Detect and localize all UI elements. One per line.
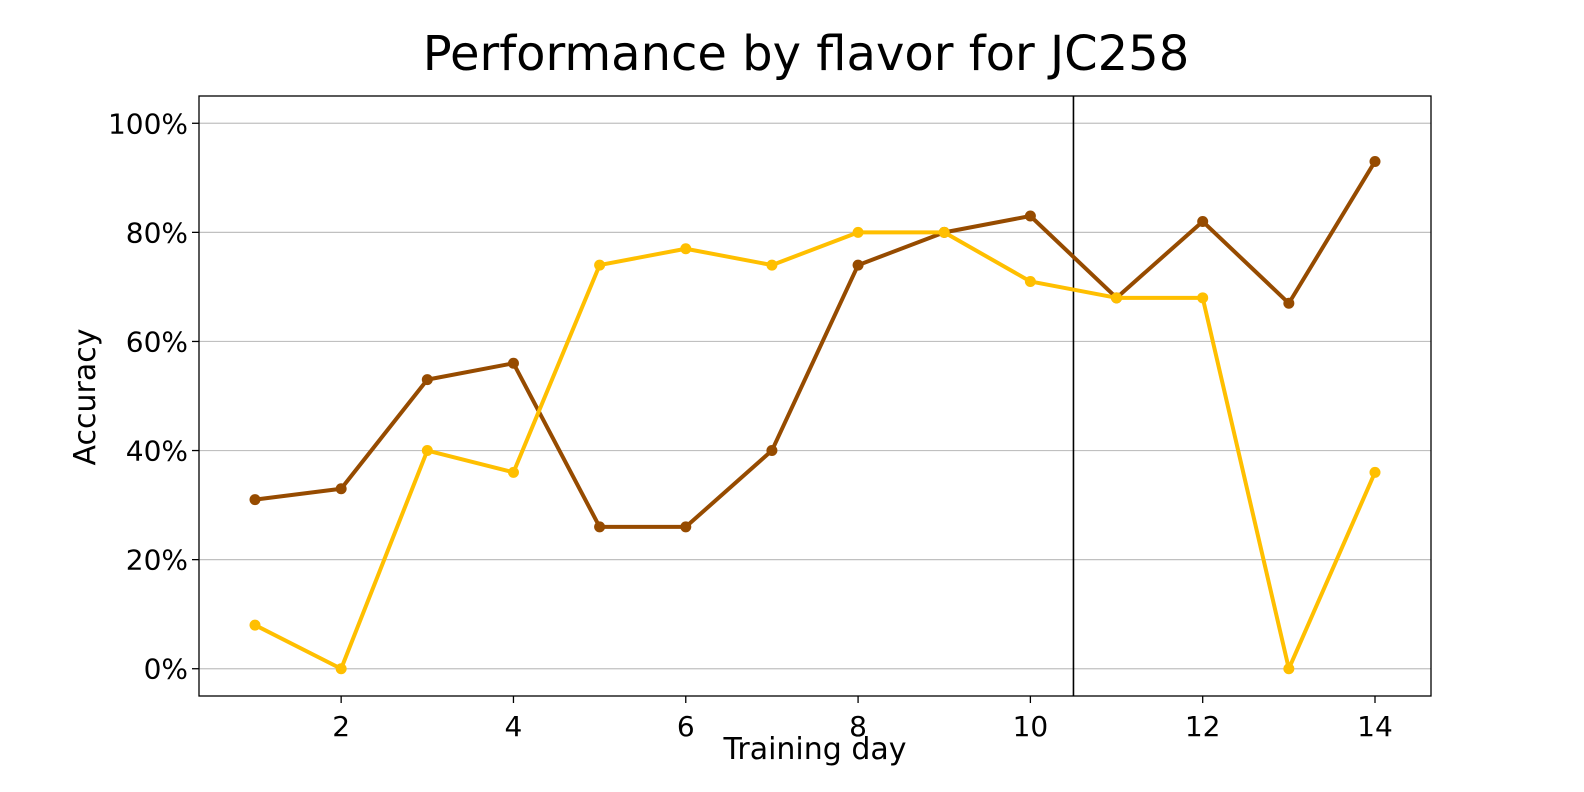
x-tick-label: 2 <box>332 710 350 743</box>
x-tick-label: 6 <box>677 710 695 743</box>
series-2-point <box>1111 292 1123 304</box>
series-2-point <box>507 466 519 478</box>
series-2-point <box>1283 663 1295 675</box>
series-1-point <box>1369 155 1381 167</box>
series-1-point <box>766 445 778 457</box>
series-group <box>249 155 1381 675</box>
series-1-point <box>335 483 347 495</box>
y-tick-label: 60% <box>126 325 188 358</box>
x-tick-label: 8 <box>849 710 867 743</box>
series-line-2 <box>253 230 1377 671</box>
series-2-point <box>680 243 692 255</box>
y-tick-label: 40% <box>126 435 188 468</box>
series-2-point <box>1369 466 1381 478</box>
series-1-point <box>1197 215 1209 227</box>
plot-frame <box>198 95 1432 697</box>
series-2-point <box>1024 275 1036 287</box>
x-axis-title: Training day <box>722 732 906 767</box>
x-tick-label: 12 <box>1185 710 1221 743</box>
series-1-point <box>680 521 692 533</box>
series-2-point <box>938 226 950 238</box>
y-tick-label: 0% <box>144 653 188 686</box>
y-tick-label: 20% <box>126 544 188 577</box>
series-2-point <box>852 226 864 238</box>
series-2-point <box>1197 292 1209 304</box>
x-axis-ticks: 2 4 6 8 10 12 14 <box>332 696 1393 743</box>
series-2-point <box>766 259 778 271</box>
x-tick-label: 10 <box>1013 710 1049 743</box>
y-axis-ticks: 0% 20% 40% 60% 80% 100% <box>108 107 199 686</box>
y-tick-label: 100% <box>108 107 188 140</box>
chart-title: Performance by flavor for JC258 <box>423 26 1190 82</box>
series-1-point <box>507 357 519 369</box>
series-2-point <box>249 619 261 631</box>
gridlines <box>199 122 1431 670</box>
series-1-point <box>1283 297 1295 309</box>
x-tick-label: 14 <box>1357 710 1393 743</box>
series-2-point <box>335 663 347 675</box>
series-2-point <box>594 259 606 271</box>
series-1-point <box>594 521 606 533</box>
x-tick-label: 4 <box>505 710 523 743</box>
y-tick-label: 80% <box>126 216 188 249</box>
y-axis-title: Accuracy <box>68 329 103 466</box>
series-1-point <box>852 259 864 271</box>
series-1-point <box>249 494 261 506</box>
series-2-point <box>421 445 433 457</box>
series-line-1 <box>253 159 1377 529</box>
series-1-point <box>421 374 433 386</box>
series-1-point <box>1024 210 1036 222</box>
